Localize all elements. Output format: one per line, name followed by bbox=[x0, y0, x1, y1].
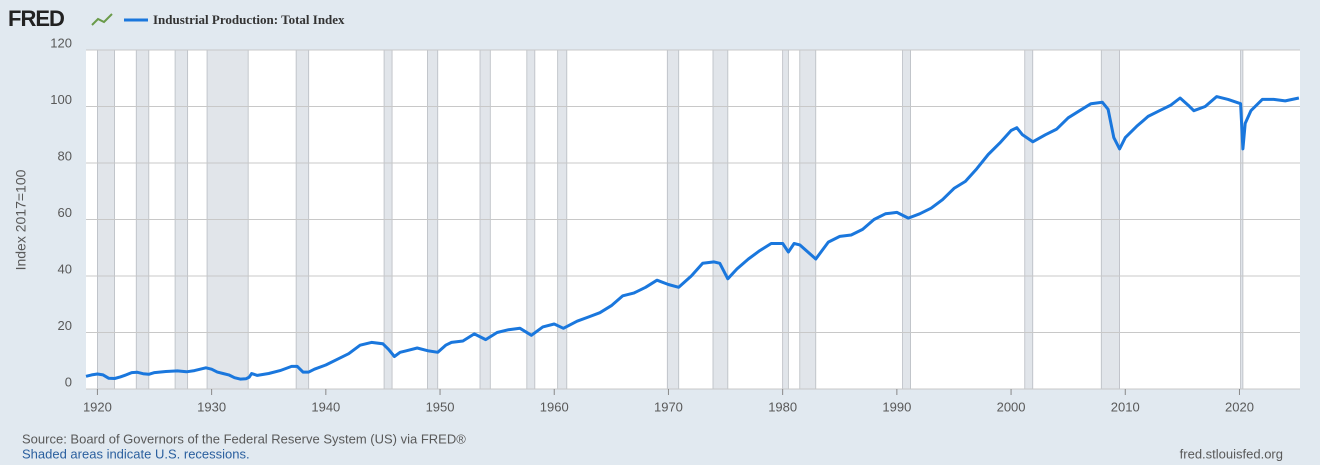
y-tick-label: 60 bbox=[58, 205, 72, 220]
x-tick-label: 1990 bbox=[882, 399, 911, 414]
source: Source: Board of Governors of the Federa… bbox=[22, 431, 466, 446]
y-tick-label: 80 bbox=[58, 148, 72, 163]
y-tick-label: 0 bbox=[65, 374, 72, 389]
y-tick-label: 100 bbox=[50, 92, 72, 107]
legend-label: Industrial Production: Total Index bbox=[153, 12, 345, 27]
x-tick-label: 1920 bbox=[83, 399, 112, 414]
logo: FRED bbox=[8, 6, 64, 31]
series-line bbox=[85, 95, 1300, 381]
x-tick-label: 1960 bbox=[540, 399, 569, 414]
x-tick-label: 1970 bbox=[654, 399, 683, 414]
x-tick-label: 2020 bbox=[1225, 399, 1254, 414]
logo-icon bbox=[91, 13, 113, 26]
x-tick-label: 2000 bbox=[997, 399, 1026, 414]
x-tick-label: 1980 bbox=[768, 399, 797, 414]
y-axis-label: Index 2017=100 bbox=[13, 169, 29, 270]
recession-note: Shaded areas indicate U.S. recessions. bbox=[22, 446, 250, 461]
x-tick-label: 1950 bbox=[426, 399, 455, 414]
y-tick-label: 40 bbox=[58, 261, 72, 276]
site: fred.stlouisfed.org bbox=[1180, 446, 1283, 461]
x-tick-label: 1940 bbox=[311, 399, 340, 414]
y-tick-label: 20 bbox=[58, 318, 72, 333]
y-tick-label: 120 bbox=[50, 35, 72, 50]
x-tick-label: 1930 bbox=[197, 399, 226, 414]
x-tick-label: 2010 bbox=[1111, 399, 1140, 414]
